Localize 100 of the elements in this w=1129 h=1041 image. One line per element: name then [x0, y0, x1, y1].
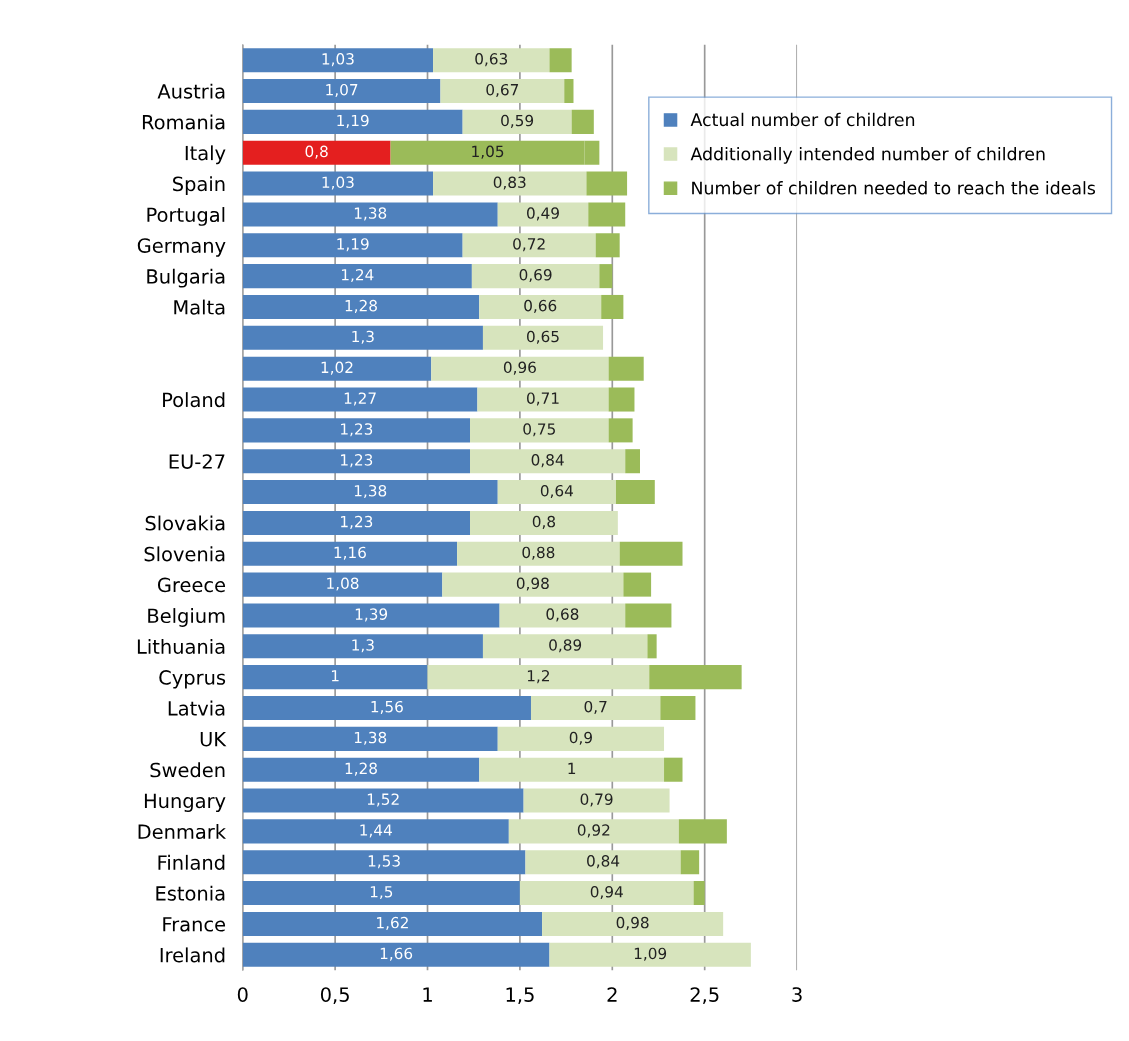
y-tick-label: Bulgaria — [147, 268, 225, 288]
bar — [242, 109, 463, 134]
bar — [571, 109, 594, 134]
bar — [242, 911, 543, 936]
data-label: 1,07 — [326, 83, 358, 98]
x-tick-label: 3 — [792, 987, 802, 1002]
y-tick-label: Denmark — [138, 824, 227, 840]
bar — [482, 634, 648, 659]
data-label: 0,75 — [523, 423, 555, 437]
data-label: 1,66 — [380, 947, 413, 961]
bar — [242, 942, 550, 967]
data-label: 0,96 — [503, 361, 536, 375]
data-label: 1,44 — [360, 824, 392, 838]
data-label: 0,94 — [590, 885, 623, 900]
bar — [619, 541, 683, 566]
bar — [647, 634, 657, 659]
data-label: 0,89 — [549, 639, 582, 653]
bar — [471, 264, 600, 289]
legend-label: Actual number of children — [690, 112, 915, 127]
data-label: 0,8 — [532, 515, 556, 529]
data-label: 0,71 — [527, 392, 559, 406]
bar — [242, 572, 443, 597]
y-tick-label: Estonia — [156, 885, 225, 901]
y-tick-label: Austria — [157, 83, 225, 99]
bar — [615, 480, 655, 505]
bar — [242, 233, 463, 258]
bar — [608, 418, 633, 443]
data-label: 0,65 — [527, 330, 559, 344]
bar — [608, 356, 644, 381]
data-label: 1,27 — [344, 392, 376, 406]
data-label: 1,23 — [341, 515, 373, 529]
x-tick-label: 0 — [237, 987, 248, 1002]
data-label: 1,05 — [472, 145, 504, 159]
bar — [242, 726, 498, 751]
bar — [242, 634, 483, 659]
bar — [242, 480, 498, 505]
y-tick-label: Slovakia — [145, 515, 225, 531]
y-tick-label: Italy — [185, 145, 226, 165]
data-label: 0,98 — [516, 577, 549, 591]
bar — [523, 788, 670, 813]
bar — [462, 109, 572, 134]
bar — [508, 819, 679, 844]
bar — [242, 695, 531, 721]
bar — [497, 202, 589, 227]
x-tick-label: 2,5 — [690, 987, 719, 1004]
bar — [680, 850, 700, 875]
data-label: 1,19 — [337, 114, 369, 128]
bar — [242, 140, 391, 165]
data-label: 0,59 — [501, 114, 534, 128]
bar — [549, 48, 572, 73]
bar — [242, 510, 471, 535]
x-tick-label: 0,5 — [320, 987, 349, 1004]
bar — [242, 387, 478, 412]
bar — [457, 541, 620, 566]
bar — [608, 387, 635, 412]
bar — [601, 294, 624, 319]
bar — [433, 48, 550, 73]
bar — [549, 942, 751, 967]
data-label: 0,9 — [569, 731, 592, 745]
bar — [693, 881, 705, 906]
bar — [479, 294, 602, 319]
bar — [242, 171, 434, 196]
y-tick-label: Spain — [173, 176, 225, 196]
bar — [664, 757, 683, 782]
bar — [470, 449, 626, 474]
bar — [242, 356, 432, 381]
data-label: 1,28 — [345, 299, 377, 313]
data-label: 0,7 — [584, 700, 607, 714]
data-label: 0,67 — [486, 83, 519, 98]
bar — [242, 294, 480, 319]
bar — [242, 418, 471, 443]
bar — [497, 726, 665, 751]
data-label: 0,69 — [519, 269, 552, 283]
bar — [477, 387, 609, 412]
bar — [427, 665, 650, 690]
bar — [470, 418, 609, 443]
data-label: 1,19 — [337, 238, 369, 252]
data-label: 0,49 — [527, 207, 559, 221]
data-label: 0,66 — [524, 299, 557, 313]
y-tick-label: Slovenia — [144, 546, 225, 562]
data-label: 1,2 — [527, 670, 549, 684]
bar — [499, 603, 626, 628]
bar — [242, 665, 428, 690]
bar — [599, 264, 613, 289]
bar — [431, 356, 609, 381]
bar — [678, 819, 727, 844]
bar — [542, 911, 724, 936]
data-label: 0,72 — [513, 238, 545, 252]
data-label: 0,64 — [540, 484, 574, 499]
bar — [588, 202, 626, 227]
y-tick-label: Lithuania — [137, 638, 225, 654]
x-tick-label: 1 — [423, 987, 432, 1002]
data-label: 1,62 — [377, 916, 408, 930]
legend-label: Additionally intended number of children — [690, 146, 1045, 164]
data-label: 1,23 — [341, 423, 373, 437]
data-label: 0,92 — [577, 824, 610, 838]
y-tick-label: Hungary — [144, 793, 226, 812]
bar — [433, 171, 587, 196]
data-label: 1 — [568, 762, 576, 774]
bar — [242, 325, 483, 350]
